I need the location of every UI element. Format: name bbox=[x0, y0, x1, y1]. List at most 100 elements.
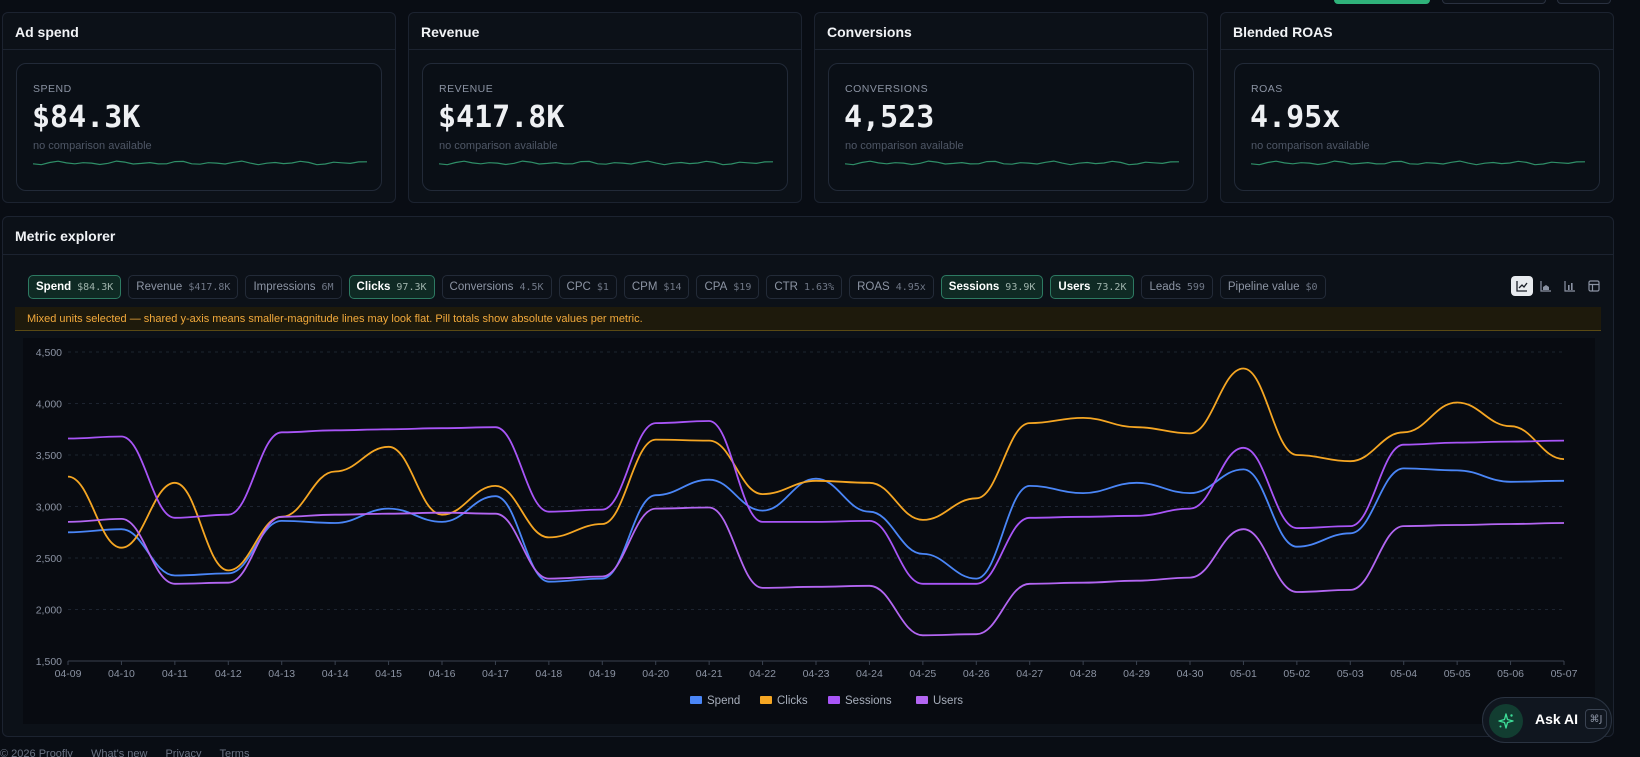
metric-pill-value: $417.8K bbox=[188, 281, 231, 293]
tertiary-action-button[interactable] bbox=[1557, 0, 1611, 4]
table-view-button[interactable] bbox=[1583, 276, 1605, 296]
legend-swatch-sessions bbox=[828, 696, 840, 704]
footer-link-terms[interactable]: Terms bbox=[219, 748, 250, 757]
footer-link-privacy[interactable]: Privacy bbox=[165, 748, 202, 757]
metric-pill-revenue[interactable]: Revenue $417.8K bbox=[128, 275, 239, 299]
x-tick-label: 04-27 bbox=[1016, 668, 1043, 680]
line-chart: 1,500 2,000 2,500 3,000 3,500 4,000 4,500 04-09… bbox=[36, 347, 1578, 707]
metric-pill-value: $1 bbox=[596, 281, 609, 293]
x-tick-label: 04-30 bbox=[1177, 668, 1204, 680]
kpi-value: $84.3K bbox=[32, 100, 141, 135]
footer: © 2026 Proofly What's new Privacy Terms bbox=[0, 748, 249, 757]
kpi-comparison: no comparison available bbox=[439, 140, 558, 152]
metric-pill-label: CPM bbox=[631, 281, 658, 293]
kpi-card-revenue: Revenue REVENUE $417.8K no comparison av… bbox=[408, 12, 802, 203]
x-tick-label: 04-21 bbox=[696, 668, 723, 680]
metric-pill-cpa[interactable]: CPA $19 bbox=[696, 275, 760, 299]
y-tick-label: 3,500 bbox=[36, 450, 62, 462]
sparkline-path bbox=[1251, 160, 1585, 166]
x-tick-label: 04-29 bbox=[1123, 668, 1150, 680]
metric-pill-cpm[interactable]: CPM $14 bbox=[623, 275, 690, 299]
secondary-action-button[interactable] bbox=[1442, 0, 1546, 4]
metric-explorer: Metric explorer Spend $84.3K Revenue $417.8… bbox=[2, 216, 1614, 737]
ask-ai-button[interactable]: Ask AI ⌘J bbox=[1482, 697, 1612, 743]
metric-pill-leads[interactable]: Leads 599 bbox=[1141, 275, 1213, 299]
top-toolbar bbox=[0, 0, 1640, 10]
legend-swatch-clicks bbox=[760, 696, 772, 704]
metric-pill-label: Spend bbox=[36, 281, 72, 293]
kpi-comparison: no comparison available bbox=[845, 140, 964, 152]
metric-pill-roas[interactable]: ROAS 4.95x bbox=[849, 275, 934, 299]
primary-action-button[interactable] bbox=[1334, 0, 1430, 4]
x-tick-label: 05-06 bbox=[1497, 668, 1524, 680]
kpi-label: CONVERSIONS bbox=[845, 83, 929, 95]
series-line-spend bbox=[67, 467, 1565, 583]
kpi-card-ad-spend: Ad spend SPEND $84.3K no comparison avai… bbox=[2, 12, 396, 203]
x-tick-label: 04-22 bbox=[749, 668, 776, 680]
kpi-title: Revenue bbox=[421, 24, 480, 40]
metric-pill-users[interactable]: Users 73.2K bbox=[1050, 275, 1135, 299]
legend-swatch-spend bbox=[690, 696, 702, 704]
x-tick-label: 04-17 bbox=[482, 668, 509, 680]
metric-pill-value: $0 bbox=[1305, 281, 1318, 293]
bar-chart-icon bbox=[1564, 281, 1575, 292]
x-tick-label: 04-18 bbox=[535, 668, 562, 680]
x-tick-label: 04-16 bbox=[429, 668, 456, 680]
x-tick-label: 05-03 bbox=[1337, 668, 1364, 680]
metric-pill-clicks[interactable]: Clicks 97.3K bbox=[348, 275, 435, 299]
kpi-title: Conversions bbox=[827, 24, 912, 40]
x-tick-label: 05-04 bbox=[1390, 668, 1417, 680]
divider bbox=[3, 254, 1613, 255]
metric-pill-value: 1.63% bbox=[803, 281, 835, 293]
x-tick-label: 04-13 bbox=[268, 668, 295, 680]
kpi-comparison: no comparison available bbox=[1251, 140, 1370, 152]
metric-pill-label: ROAS bbox=[857, 281, 890, 293]
kpi-inner: ROAS 4.95x no comparison available bbox=[1234, 63, 1600, 191]
metric-pill-value: 4.95x bbox=[895, 281, 926, 293]
sparkline bbox=[439, 160, 773, 166]
y-tick-label: 3,000 bbox=[36, 502, 62, 514]
x-tick-label: 04-14 bbox=[322, 668, 349, 680]
area-chart-view-button[interactable] bbox=[1535, 276, 1557, 296]
metric-pill-label: Leads bbox=[1149, 281, 1181, 293]
metric-pill-sessions[interactable]: Sessions 93.9K bbox=[940, 275, 1044, 299]
x-tick-label: 04-09 bbox=[55, 668, 82, 680]
kpi-inner: SPEND $84.3K no comparison available bbox=[16, 63, 382, 191]
metric-pill-label: Sessions bbox=[948, 281, 1000, 293]
x-tick-label: 04-26 bbox=[963, 668, 990, 680]
kpi-label: ROAS bbox=[1251, 83, 1283, 95]
y-tick-label: 4,000 bbox=[36, 399, 62, 411]
y-tick-label: 2,000 bbox=[36, 605, 62, 617]
footer-link-whats-new[interactable]: What's new bbox=[90, 748, 148, 757]
x-tick-label: 04-28 bbox=[1070, 668, 1097, 680]
x-tick-label: 05-07 bbox=[1551, 668, 1578, 680]
series-line-sessions bbox=[67, 420, 1565, 585]
x-tick-label: 04-20 bbox=[642, 668, 669, 680]
metric-pill-spend[interactable]: Spend $84.3K bbox=[28, 275, 122, 299]
line-chart-view-button[interactable] bbox=[1511, 276, 1533, 296]
bar-chart-view-button[interactable] bbox=[1559, 276, 1581, 296]
metric-pill-pipeline-value[interactable]: Pipeline value $0 bbox=[1219, 275, 1326, 299]
x-tick-label: 04-24 bbox=[856, 668, 883, 680]
kpi-value: 4,523 bbox=[844, 100, 935, 135]
metric-pill-ctr[interactable]: CTR 1.63% bbox=[766, 275, 843, 299]
x-tick-label: 04-10 bbox=[108, 668, 135, 680]
divider bbox=[1221, 49, 1613, 50]
divider bbox=[409, 49, 801, 50]
metric-pill-value: $19 bbox=[733, 281, 752, 293]
y-tick-label: 1,500 bbox=[36, 656, 62, 668]
metric-pills: Spend $84.3K Revenue $417.8K Impressions 6M Cl… bbox=[28, 275, 1326, 299]
metric-pill-conversions[interactable]: Conversions 4.5K bbox=[441, 275, 552, 299]
metric-pill-value: 97.3K bbox=[396, 281, 427, 293]
sparkline-path bbox=[845, 160, 1179, 166]
x-tick-label: 04-15 bbox=[375, 668, 402, 680]
metric-pill-label: Pipeline value bbox=[1227, 281, 1300, 293]
metric-pill-value: 73.2K bbox=[1096, 281, 1127, 293]
kpi-label: REVENUE bbox=[439, 83, 494, 95]
sparkline-path bbox=[439, 160, 773, 166]
x-tick-label: 04-12 bbox=[215, 668, 242, 680]
metric-pill-impressions[interactable]: Impressions 6M bbox=[245, 275, 342, 299]
divider bbox=[815, 49, 1207, 50]
metric-pill-cpc[interactable]: CPC $1 bbox=[558, 275, 617, 299]
metric-pill-label: CPA bbox=[704, 281, 728, 293]
